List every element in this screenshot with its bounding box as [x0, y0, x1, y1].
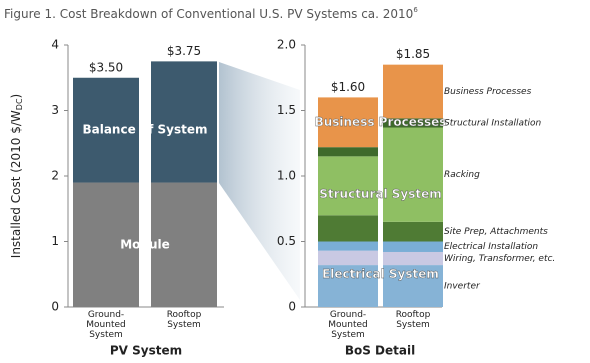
bar-segment [383, 221, 443, 242]
bar-segment [383, 265, 443, 307]
connector [219, 62, 300, 300]
bar-segment [73, 182, 139, 307]
legend-label: Wiring, Transformer, etc. [444, 254, 555, 264]
total-label: $3.50 [89, 60, 123, 74]
bar-segment [383, 127, 443, 222]
y-tick-label: 0 [51, 300, 59, 314]
bar-segment [383, 251, 443, 266]
group-label: Business Processes [315, 115, 447, 129]
y-axis-label-end: ) [9, 94, 23, 99]
y-axis-label: Installed Cost (2010 $/WDC) [9, 94, 24, 258]
x-tick-label: Rooftop System [166, 310, 202, 330]
y-tick-label: 0.5 [277, 234, 296, 248]
bar-segment [383, 64, 443, 119]
bar-segment [318, 97, 378, 148]
legend-label: Electrical Installation [444, 242, 538, 252]
legend-label: Racking [444, 170, 480, 180]
y-tick-label: 3 [51, 103, 59, 117]
y-tick-label: 0 [288, 300, 296, 314]
bar-segment [318, 156, 378, 216]
legend-label: Site Prep, Attachments [444, 227, 548, 237]
x-axis-label: BoS Detail [345, 344, 415, 358]
bar-segment [318, 241, 378, 251]
y-axis-label-sub: DC [15, 98, 24, 110]
bar-segment [73, 77, 139, 183]
x-tick-label: Ground-Mounted System [328, 310, 368, 340]
bar-segment [318, 250, 378, 266]
y-tick-label: 1 [51, 234, 59, 248]
series-label: Balance of System [82, 123, 207, 137]
y-tick-label: 4 [51, 38, 59, 52]
bar-segment [318, 215, 378, 242]
legend-label: Inverter [444, 282, 481, 292]
total-label: $3.75 [167, 44, 201, 58]
figure-title: Figure 1. Cost Breakdown of Conventional… [4, 6, 418, 21]
y-tick-label: 1.0 [277, 169, 296, 183]
x-axis-label: PV System [110, 344, 182, 358]
y-tick-label: 2 [51, 169, 59, 183]
total-label: $1.60 [331, 80, 365, 94]
bar-segment [383, 118, 443, 128]
bar-segment [151, 182, 217, 307]
legend-label: Structural Installation [444, 118, 542, 128]
y-tick-label: 1.5 [277, 103, 296, 117]
y-axis-label-main: Installed Cost (2010 $/W [9, 110, 23, 258]
group-label: Electrical System [322, 267, 439, 281]
bar-segment [151, 61, 217, 183]
y-tick-label: 2.0 [277, 38, 296, 52]
group-label: Structural System [319, 187, 442, 201]
bar-segment [318, 147, 378, 157]
bar-segment [383, 241, 443, 252]
legend-label: Business Processes [444, 87, 532, 97]
total-label: $1.85 [396, 47, 430, 61]
series-label: Module [120, 237, 170, 251]
x-tick-label: Ground-Mounted System [86, 310, 126, 340]
bar-segment [318, 265, 378, 307]
x-tick-label: Rooftop System [395, 310, 431, 330]
